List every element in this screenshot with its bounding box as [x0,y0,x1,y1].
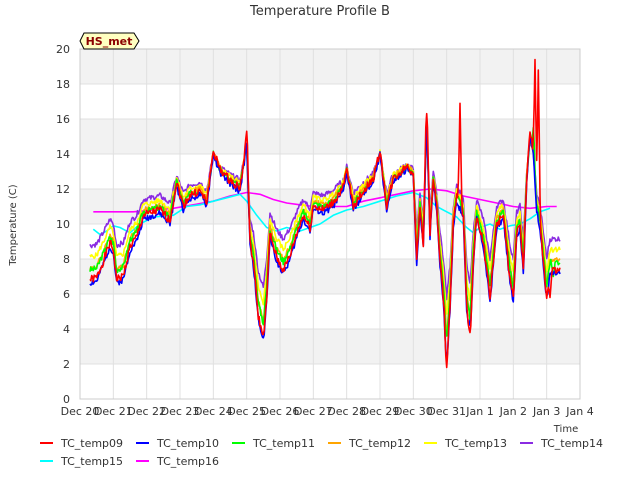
x-tick-label: Dec 25 [227,405,266,418]
legend-item-TC_temp09[interactable]: TC_temp09 [40,437,123,450]
x-tick-label: Dec 21 [94,405,133,418]
x-tick-label: Dec 22 [127,405,166,418]
x-tick-label: Jan 1 [465,405,493,418]
y-tick-label: 18 [56,78,70,91]
legend-label: TC_temp12 [348,437,411,450]
y-tick-label: 6 [63,288,70,301]
hs-met-badge: HS_met [79,32,140,50]
band-2 [80,329,580,364]
y-axis-label: Temperature (C) [8,184,19,266]
legend-label: TC_temp11 [252,437,315,450]
legend-label: TC_temp14 [540,437,603,450]
series-line-TC_temp09 [89,58,561,369]
y-tick-label: 8 [63,253,70,266]
y-tick-label: 2 [63,358,70,371]
legend-item-TC_temp10[interactable]: TC_temp10 [136,437,219,450]
x-tick-label: Dec 24 [194,405,233,418]
legend-label: TC_temp13 [444,437,507,450]
x-tick-label: Dec 20 [61,405,100,418]
x-tick-label: Jan 4 [565,405,593,418]
band-18 [80,49,580,84]
x-tick-label: Dec 23 [161,405,200,418]
band-6 [80,259,580,294]
x-axis-label: Time [553,424,578,435]
legend-item-TC_temp16[interactable]: TC_temp16 [136,455,219,468]
legend-label: TC_temp10 [156,437,219,450]
legend-item-TC_temp13[interactable]: TC_temp13 [424,437,507,450]
x-tick-label: Dec 29 [361,405,400,418]
x-tick-label: Dec 26 [261,405,300,418]
legend-label: TC_temp09 [60,437,123,450]
legend-item-TC_temp15[interactable]: TC_temp15 [40,455,123,468]
x-tick-label: Jan 3 [532,405,560,418]
background-bands [80,49,580,364]
legend-item-TC_temp14[interactable]: TC_temp14 [520,437,603,450]
y-tick-label: 10 [56,218,70,231]
plot-area-frame [79,48,581,400]
legend-label: TC_temp15 [60,455,123,468]
gridlines [79,48,581,400]
series-line-TC_temp13 [89,122,561,315]
legend-item-TC_temp11[interactable]: TC_temp11 [232,437,315,450]
series-line-TC_temp14 [89,127,561,301]
y-axis-ticks: 0 2 4 6 8 10 12 14 16 18 20 [56,43,70,406]
y-tick-label: 20 [56,43,70,56]
y-tick-label: 12 [56,183,70,196]
band-14 [80,119,580,154]
x-tick-label: Dec 31 [427,405,466,418]
x-tick-label: Dec 28 [327,405,366,418]
series-lines [89,58,561,369]
badge-label: HS_met [86,35,133,48]
legend-item-TC_temp12[interactable]: TC_temp12 [328,437,411,450]
legend: TC_temp09 TC_temp10 TC_temp11 TC_temp12 TC_t… [40,437,603,468]
y-tick-label: 14 [56,148,70,161]
x-tick-label: Dec 27 [294,405,333,418]
y-tick-label: 0 [63,393,70,406]
legend-label: TC_temp16 [156,455,219,468]
chart-title: Temperature Profile B [249,4,390,19]
badge-shape [79,32,140,50]
y-tick-label: 16 [56,113,70,126]
x-tick-label: Jan 2 [499,405,527,418]
x-tick-label: Dec 30 [394,405,433,418]
y-tick-label: 4 [63,323,70,336]
